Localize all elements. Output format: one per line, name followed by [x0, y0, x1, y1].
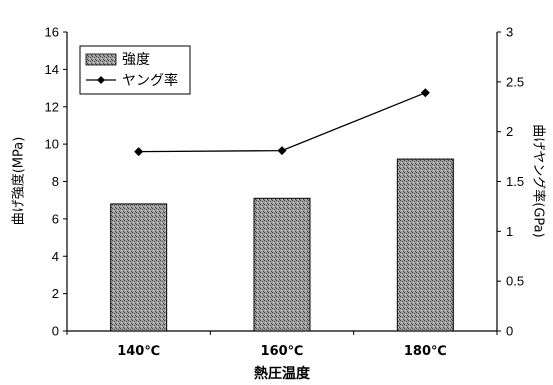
left-tick-label: 12 — [45, 99, 59, 114]
left-tick-label: 6 — [52, 211, 59, 226]
left-tick-label: 10 — [45, 137, 59, 152]
legend: 強度 ヤング率 — [79, 45, 191, 95]
category-labels: 140℃ 160℃ 180℃ — [66, 331, 498, 359]
right-tick-label: 2.5 — [506, 74, 524, 89]
y2-axis-title: 曲げヤング率(GPa) — [531, 124, 547, 237]
line-point — [277, 146, 287, 156]
right-tick-label: 0.5 — [506, 274, 524, 289]
line-point — [134, 147, 144, 157]
x-tick-label: 160℃ — [261, 344, 304, 359]
left-tick-label: 8 — [52, 174, 59, 189]
left-tick-label: 16 — [45, 25, 59, 40]
line-path — [138, 92, 426, 153]
left-tick-label: 14 — [45, 62, 59, 77]
left-tick-label: 2 — [52, 286, 59, 301]
legend-line-label: ヤング率 — [122, 72, 178, 89]
legend-diamond-marker — [97, 76, 105, 84]
left-tick-label: 0 — [52, 324, 59, 339]
bar — [253, 197, 311, 332]
right-tick-label: 2 — [506, 124, 513, 139]
left-tick-label: 4 — [52, 249, 59, 264]
x-tick-label: 180℃ — [404, 344, 447, 359]
right-tick-label: 1 — [506, 224, 513, 239]
bar — [396, 158, 454, 332]
right-tick-label: 3 — [506, 25, 513, 40]
left-axis-ticks: 0 2 4 6 8 10 12 14 16 — [45, 25, 67, 339]
right-axis-ticks: 0 0.5 1 1.5 2 2.5 3 — [497, 25, 524, 339]
x-axis-title: 熱圧温度 — [254, 365, 311, 382]
x-tick-label: 140℃ — [117, 344, 160, 359]
bar — [110, 203, 168, 332]
legend-bar-swatch — [85, 53, 117, 66]
line-series — [134, 88, 430, 157]
legend-bar-label: 強度 — [122, 52, 150, 68]
right-tick-label: 1.5 — [506, 174, 524, 189]
bar-series — [110, 158, 454, 332]
y-axis-title: 曲げ強度(MPa) — [11, 137, 27, 226]
line-point — [420, 88, 430, 98]
right-tick-label: 0 — [506, 324, 513, 339]
